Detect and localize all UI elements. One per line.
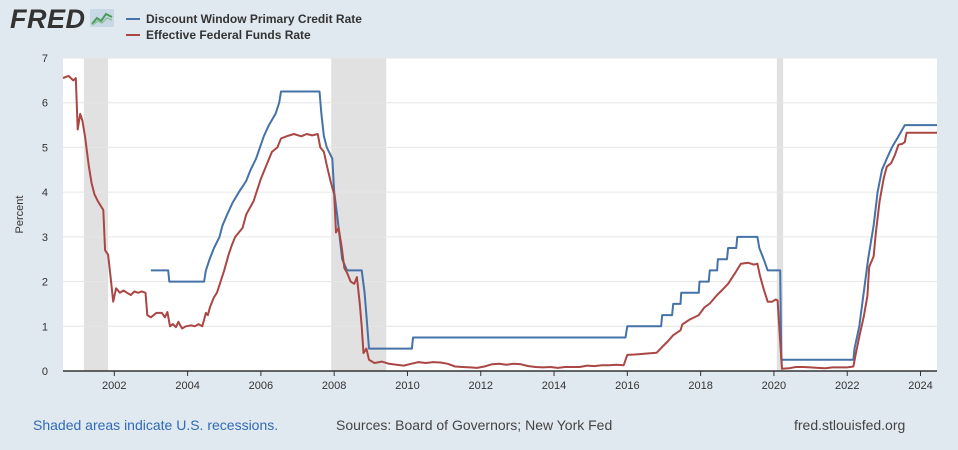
series-line-discount-rate xyxy=(150,90,937,361)
x-tick-label-2016: 2016 xyxy=(615,380,639,392)
legend-label-fed-funds-rate: Effective Federal Funds Rate xyxy=(146,28,311,42)
chart-trend-icon xyxy=(90,9,114,27)
header: FRED Discount Window Primary Credit Rate… xyxy=(0,0,958,50)
plot-area xyxy=(63,58,937,371)
y-tick-label-0: 0 xyxy=(42,366,48,378)
sources-text: Sources: Board of Governors; New York Fe… xyxy=(336,417,613,433)
legend: Discount Window Primary Credit Rate Effe… xyxy=(126,11,362,43)
x-tick-label-2006: 2006 xyxy=(249,380,273,392)
recession-band-2 xyxy=(776,58,784,371)
x-tick-label-2020: 2020 xyxy=(762,380,786,392)
legend-label-discount-rate: Discount Window Primary Credit Rate xyxy=(146,12,362,26)
recession-band-1 xyxy=(331,58,387,371)
y-tick-label-3: 3 xyxy=(42,232,48,244)
legend-swatch-fed-funds-rate xyxy=(126,34,140,36)
y-tick-label-1: 1 xyxy=(42,321,48,333)
line-chart: 0 1 2 3 4 5 6 7 2002 2004 2006 2008 2010 2012 2014 2016… xyxy=(14,53,937,392)
y-tick-label-5: 5 xyxy=(42,142,48,154)
legend-item-fed-funds-rate[interactable]: Effective Federal Funds Rate xyxy=(126,27,362,43)
x-tick-label-2014: 2014 xyxy=(542,380,566,392)
legend-item-discount-rate[interactable]: Discount Window Primary Credit Rate xyxy=(126,11,362,27)
footer: Shaded areas indicate U.S. recessions. S… xyxy=(0,410,958,440)
x-tick-label-2022: 2022 xyxy=(835,380,859,392)
y-tick-label-7: 7 xyxy=(42,53,48,65)
x-tick-label-2008: 2008 xyxy=(322,380,346,392)
y-tick-label-4: 4 xyxy=(42,187,48,199)
x-tick-label-2010: 2010 xyxy=(395,380,419,392)
fred-logo[interactable]: FRED xyxy=(10,4,86,34)
series-line-fed-funds-rate xyxy=(62,74,937,370)
x-tick-label-2004: 2004 xyxy=(175,380,199,392)
x-tick-label-2012: 2012 xyxy=(469,380,493,392)
y-axis-label: Percent xyxy=(14,196,26,234)
y-tick-label-2: 2 xyxy=(42,277,48,289)
x-tick-label-2024: 2024 xyxy=(908,380,932,392)
x-tick-label-2002: 2002 xyxy=(102,380,126,392)
legend-swatch-discount-rate xyxy=(126,18,140,20)
site-link[interactable]: fred.stlouisfed.org xyxy=(794,417,906,433)
recession-note-link[interactable]: Shaded areas indicate U.S. recessions. xyxy=(33,417,279,433)
y-tick-label-6: 6 xyxy=(42,98,48,110)
x-tick-label-2018: 2018 xyxy=(688,380,712,392)
